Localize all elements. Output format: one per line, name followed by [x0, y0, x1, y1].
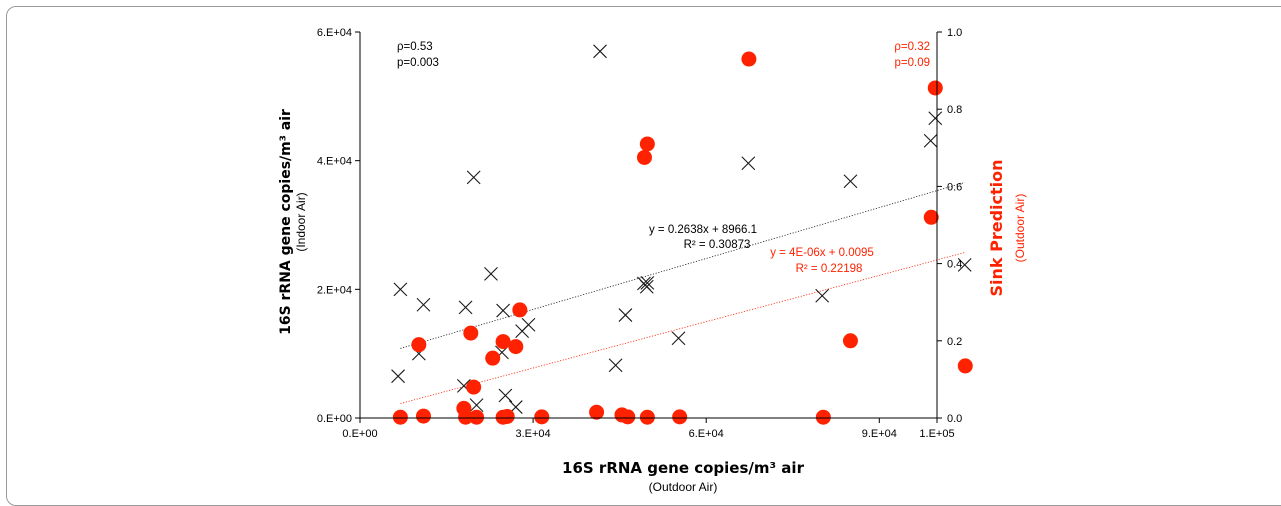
x-marker-point	[618, 308, 633, 322]
x-tick-label: 3.E+04	[516, 428, 551, 440]
x-marker-point	[416, 297, 431, 312]
x-marker-point	[608, 358, 623, 373]
red-circle-point	[927, 80, 943, 96]
x-marker-point	[498, 388, 513, 403]
red-circle-point	[495, 334, 511, 350]
red-circle-point	[508, 339, 524, 355]
y-right-tick-label: 0.4	[947, 259, 962, 271]
y-left-tick-label: 2.E+04	[317, 284, 352, 296]
red-circle-point	[923, 209, 939, 225]
x-marker-point	[928, 111, 943, 126]
y-right-tick-label: 0.2	[947, 336, 962, 348]
x-tick-label: 0.E+00	[342, 428, 377, 440]
x-tick-label: 6.E+04	[689, 428, 724, 440]
red-circle-point	[672, 409, 688, 425]
red-circle-point	[957, 358, 973, 374]
left-p-label: p=0.003	[397, 57, 439, 69]
trend-black-r2: R² = 0.30873	[684, 239, 751, 251]
x-marker-point	[484, 267, 498, 281]
x-marker-point	[466, 170, 481, 185]
red-circle-point	[469, 409, 485, 425]
red-circle-point	[392, 409, 408, 425]
x-marker-point	[923, 133, 938, 148]
x-axis-title: 16S rRNA gene copies/m³ air	[562, 459, 805, 477]
y-left-tick-label: 6.E+04	[317, 27, 352, 39]
y-right-tick-label: 0.8	[947, 104, 962, 116]
red-circle-point	[415, 408, 431, 424]
trendline-red	[400, 251, 966, 404]
red-circle-point	[842, 333, 858, 349]
red-circle-point	[639, 409, 655, 425]
x-axis-subtitle: (Outdoor Air)	[649, 480, 718, 494]
red-circle-point	[620, 409, 636, 425]
red-circle-point	[499, 408, 515, 424]
trend-red-equation: y = 4E-06x + 0.0095	[770, 247, 874, 259]
right-rho-label: ρ=0.32	[894, 41, 930, 53]
x-marker-point	[391, 369, 405, 384]
x-marker-point	[957, 257, 972, 272]
y-right-tick-label: 0.0	[947, 413, 962, 425]
x-marker-point	[843, 174, 858, 189]
x-marker-point	[469, 398, 484, 413]
y-axis-right-subtitle: (Outdoor Air)	[1013, 194, 1027, 263]
x-marker-point	[639, 279, 654, 294]
x-marker-point	[640, 276, 655, 290]
red-circle-point	[639, 136, 655, 152]
left-rho-label: ρ=0.53	[397, 41, 433, 53]
y-right-tick-label: 1.0	[947, 27, 962, 39]
y-axis-left-title: 16S rRNA gene copies/m³ air	[278, 109, 294, 335]
red-circle-point	[534, 409, 550, 425]
red-circle-point	[485, 350, 501, 366]
x-tick-label: 9.E+04	[862, 428, 897, 440]
trend-black-equation: y = 0.2638x + 8966.1	[649, 224, 757, 236]
y-left-tick-label: 0.E+00	[317, 413, 352, 425]
x-tick-label: 1.E+05	[919, 428, 954, 440]
x-marker-point	[815, 288, 830, 303]
red-circle-point	[815, 409, 831, 425]
x-marker-point	[741, 156, 756, 171]
y-left-tick-label: 4.E+04	[317, 156, 352, 168]
red-circle-point	[466, 379, 482, 395]
red-circle-point	[463, 325, 479, 341]
red-circle-point	[589, 404, 605, 420]
red-circle-point	[411, 337, 427, 353]
right-p-label: p=0.09	[895, 57, 931, 69]
trend-red-r2: R² = 0.22198	[796, 263, 863, 275]
red-circle-point	[636, 149, 652, 165]
x-marker-point	[521, 317, 536, 332]
red-circle-point	[458, 409, 474, 425]
scatter-chart: 0.E+00 3.E+04 6.E+04 9.E+04 1.E+05 0.E+00 2.E+…	[278, 27, 1027, 494]
trendline-black	[400, 182, 965, 349]
y-axis-left-subtitle: (Indoor Air)	[294, 192, 308, 251]
y-axis-right-title: Sink Prediction	[987, 159, 1006, 296]
x-marker-point	[496, 303, 510, 318]
y-right-tick-label: 0.6	[947, 181, 962, 193]
x-marker-point	[593, 44, 607, 59]
x-marker-point	[458, 300, 473, 315]
x-marker-point	[393, 282, 408, 297]
red-circle-point	[741, 51, 757, 67]
red-circle-point	[512, 302, 528, 318]
x-marker-point	[671, 331, 686, 346]
